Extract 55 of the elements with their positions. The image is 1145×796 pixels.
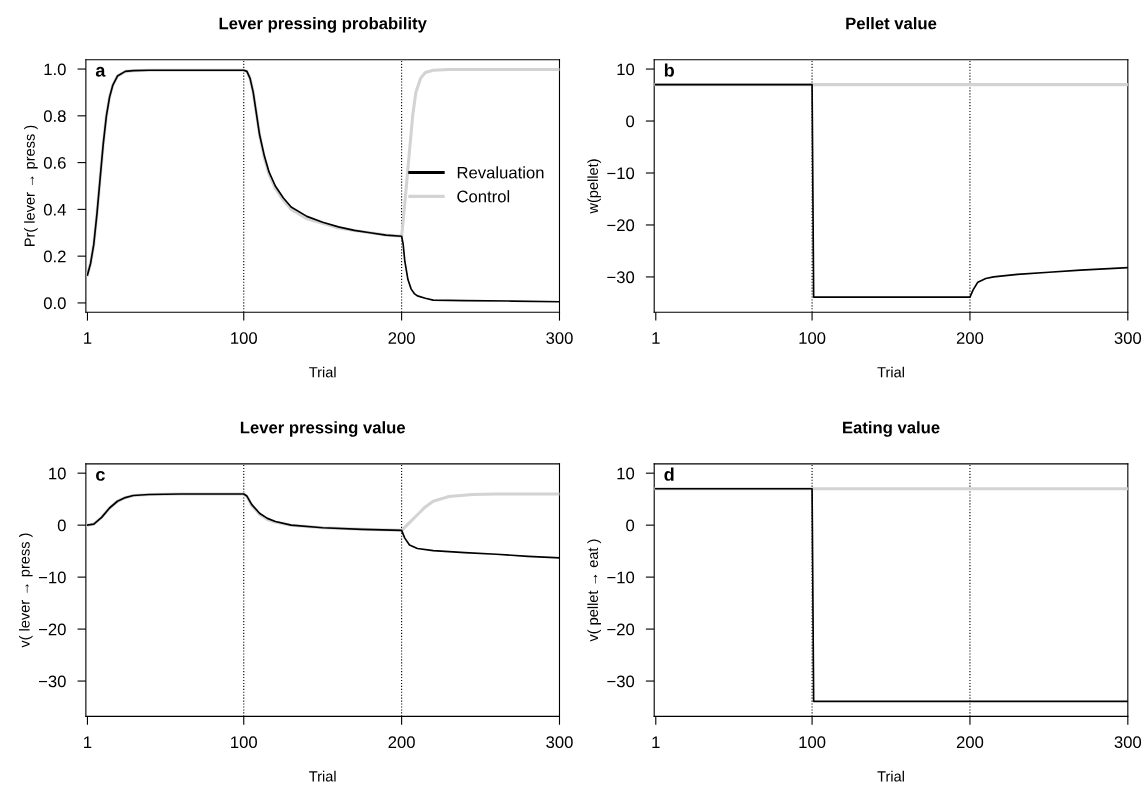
y-axis-title: v( lever → press ) [19,533,33,648]
x-tick-label: 1 [652,332,660,344]
y-axis-title: Pr( lever → press ) [24,125,38,246]
chart-title: Pellet value [846,17,937,30]
legend-label: Control [457,190,510,203]
y-tick-label: −20 [38,623,66,636]
y-tick-label: 1.0 [44,63,66,76]
x-axis-title: Trial [877,366,904,378]
x-tick-label: 100 [799,736,826,749]
annotation: c [96,470,105,481]
y-tick-label: 0 [57,519,66,532]
x-tick-label: 300 [546,736,573,749]
y-tick-label: 0.8 [43,110,66,123]
x-tick-label: 1 [652,736,660,748]
x-axis-title: Trial [309,366,336,378]
y-tick-label: 0 [626,115,635,128]
x-tick-label: 100 [231,332,257,344]
x-tick-label: 1 [84,332,92,344]
y-tick-label: −30 [38,675,66,688]
y-tick-label: 10 [49,467,66,480]
x-tick-label: 200 [956,736,984,749]
y-tick-label: 0.6 [43,157,66,169]
x-axis-title: Trial [309,770,336,782]
y-tick-label: 0.0 [43,297,66,310]
y-tick-label: −10 [607,167,635,180]
y-axis-title: w(pellet) [587,159,601,214]
y-tick-label: 0.2 [43,250,66,263]
y-tick-label: −10 [607,571,635,584]
y-tick-label: −10 [38,571,66,584]
y-tick-label: −20 [607,219,635,232]
x-tick-label: 200 [956,332,984,344]
annotation: b [664,63,674,77]
annotation: d [664,467,674,481]
x-axis-title: Trial [877,770,904,782]
y-tick-label: −20 [607,623,635,636]
y-tick-label: 0.4 [43,203,66,216]
x-tick-label: 300 [1114,332,1142,344]
x-tick-label: 100 [231,736,257,749]
chart-title: Eating value [843,421,940,437]
y-tick-label: −30 [607,271,635,284]
y-axis-title: v( pellet → eat ) [587,539,601,642]
x-tick-label: 300 [546,332,573,344]
y-tick-label: 10 [617,63,635,76]
y-tick-label: 0 [626,519,635,532]
x-tick-label: 200 [388,736,415,749]
y-tick-label: −30 [607,675,635,688]
chart-title: Lever pressing value [240,421,406,437]
x-tick-label: 100 [799,332,826,344]
chart-title: Lever pressing probability [219,17,427,33]
x-tick-label: 200 [388,332,415,344]
annotation: a [95,66,106,77]
x-tick-label: 1 [84,736,92,748]
y-tick-label: 10 [617,467,635,480]
x-tick-label: 300 [1114,736,1142,749]
legend-label: Revaluation [457,166,544,179]
